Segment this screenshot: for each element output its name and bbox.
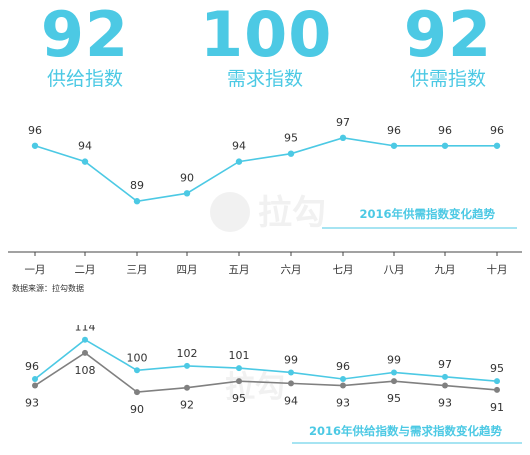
data-point: [494, 378, 500, 385]
data-label: 90: [130, 403, 144, 416]
data-label: 93: [25, 397, 39, 410]
data-point: [288, 380, 294, 387]
data-label: 91: [490, 401, 504, 414]
data-point: [134, 389, 140, 396]
data-point: [441, 142, 449, 149]
watermark-text: 拉勾: [258, 193, 326, 233]
supply-index-value: 92: [40, 0, 130, 71]
supply-demand-index-stat: 92 供需指数: [393, 0, 503, 90]
data-point: [287, 150, 295, 157]
data-label: 96: [336, 360, 350, 373]
series-line: [34, 351, 498, 393]
data-label: 99: [284, 353, 298, 366]
x-tick-label: 二月: [75, 264, 96, 276]
data-label: 95: [232, 392, 246, 405]
data-label: 99: [387, 353, 401, 366]
data-label: 93: [438, 397, 452, 410]
data-label: 101: [229, 349, 250, 362]
x-tick-label: 七月: [333, 264, 354, 276]
data-point: [339, 134, 347, 142]
data-label: 89: [130, 179, 144, 192]
data-point: [288, 369, 294, 376]
x-tick-label: 五月: [229, 264, 250, 276]
data-point: [184, 362, 190, 369]
data-point: [391, 369, 397, 376]
data-point: [32, 376, 38, 382]
x-tick-label: 十月: [487, 263, 508, 276]
x-tick-label: 一月: [25, 264, 46, 276]
supply-demand-index-value: 92: [403, 0, 493, 71]
data-point: [493, 142, 501, 149]
data-label: 96: [28, 124, 42, 137]
x-tick-label: 九月: [435, 264, 456, 276]
data-point: [183, 190, 191, 197]
data-label: 95: [490, 362, 504, 375]
data-label: 94: [78, 140, 92, 153]
supply-vs-demand-trend-chart: 拉勾 96 114 100 102 101 99 96 99 97 95 93 108 90 92 95 94 9…: [25, 325, 522, 444]
data-label: 97: [336, 116, 350, 129]
series-line: [34, 137, 497, 203]
data-label: 96: [438, 124, 452, 137]
watermark-text: 拉勾: [225, 370, 285, 405]
data-point: [340, 376, 346, 382]
x-tick-label: 六月: [281, 264, 302, 276]
data-label: 100: [127, 351, 148, 364]
data-label: 94: [232, 140, 246, 153]
x-tick-label: 四月: [177, 264, 198, 276]
data-label: 94: [284, 394, 298, 407]
data-label: 93: [336, 397, 350, 410]
x-tick-label: 八月: [384, 264, 405, 276]
data-point: [391, 378, 397, 385]
chart-title: 2016年供需指数变化趋势: [359, 207, 495, 221]
data-label: 96: [25, 360, 39, 373]
data-point: [32, 382, 38, 389]
data-point: [235, 158, 243, 165]
chart-title: 2016年供给指数与需求指数变化趋势: [309, 424, 503, 438]
data-point: [184, 384, 190, 391]
x-tick-label: 三月: [127, 264, 148, 276]
data-label: 108: [75, 364, 96, 377]
demand-index-stat: 100 需求指数: [200, 0, 333, 90]
data-label: 95: [387, 392, 401, 405]
data-point: [494, 386, 500, 393]
series-line: [34, 338, 498, 382]
data-point: [442, 373, 448, 380]
data-label: 97: [438, 358, 452, 371]
supply-index-stat: 92 供给指数: [30, 0, 140, 90]
data-label: 95: [284, 132, 298, 145]
data-label: 92: [180, 399, 194, 412]
data-label: 96: [490, 124, 504, 137]
data-point: [236, 365, 242, 372]
data-point: [236, 378, 242, 385]
data-label: 102: [177, 347, 198, 360]
data-label: 90: [180, 171, 194, 184]
data-label: 114: [75, 325, 96, 334]
data-point: [81, 158, 89, 165]
demand-index-value: 100: [200, 0, 333, 71]
data-point: [82, 336, 88, 343]
data-point: [133, 198, 141, 205]
supply-index-label: 供给指数: [46, 68, 123, 90]
data-point: [390, 142, 398, 149]
data-point: [134, 367, 140, 374]
watermark-logo-icon: [210, 192, 250, 232]
data-point: [31, 142, 39, 149]
data-point: [340, 382, 346, 389]
demand-index-label: 需求指数: [226, 68, 303, 90]
data-point: [442, 382, 448, 389]
data-point: [82, 349, 88, 356]
data-label: 96: [387, 124, 401, 137]
source-note: 数据来源：拉勾数据: [12, 284, 84, 293]
supply-demand-index-label: 供需指数: [409, 68, 486, 90]
